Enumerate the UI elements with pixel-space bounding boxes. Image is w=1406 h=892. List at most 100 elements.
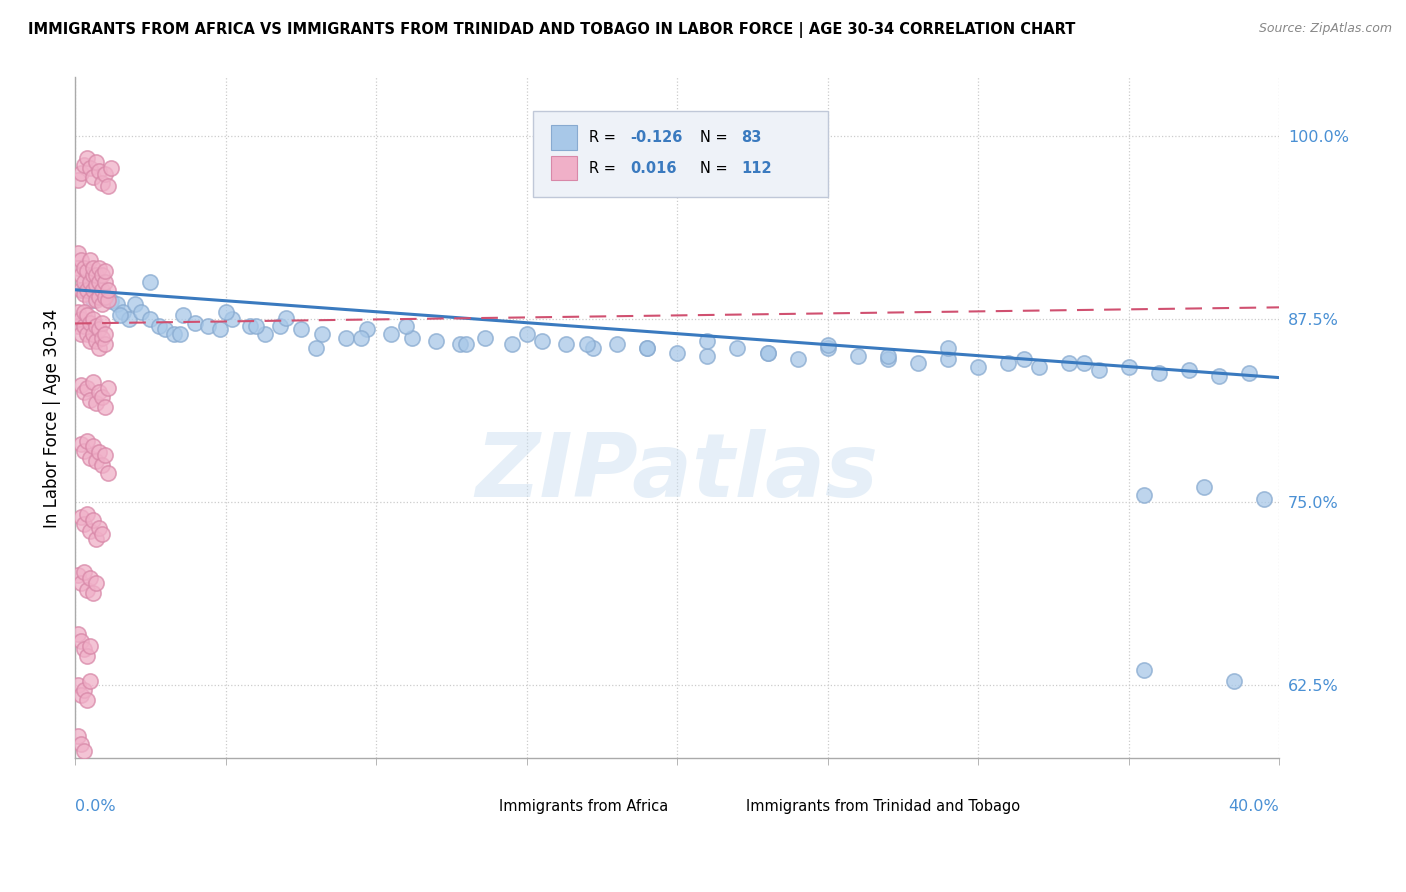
Point	[73, 283, 96, 297]
Point	[66, 627, 89, 641]
Point	[786, 351, 808, 366]
Point	[197, 319, 219, 334]
Point	[877, 349, 900, 363]
Point	[112, 304, 135, 318]
Point	[94, 326, 117, 341]
Point	[696, 349, 718, 363]
Point	[449, 337, 471, 351]
Point	[305, 342, 328, 356]
Point	[877, 351, 900, 366]
Point	[73, 517, 96, 532]
Point	[97, 283, 120, 297]
Text: 40.0%: 40.0%	[1229, 799, 1279, 814]
FancyBboxPatch shape	[551, 125, 578, 150]
FancyBboxPatch shape	[551, 156, 578, 180]
Point	[907, 356, 929, 370]
Point	[79, 253, 101, 268]
Point	[1208, 369, 1230, 384]
Point	[936, 342, 959, 356]
Point	[87, 287, 110, 301]
Point	[70, 575, 93, 590]
Point	[274, 310, 297, 325]
Point	[501, 337, 523, 351]
Point	[91, 458, 114, 473]
Point	[456, 337, 478, 351]
Point	[79, 334, 101, 348]
Point	[606, 337, 628, 351]
Point	[87, 276, 110, 290]
Point	[139, 312, 162, 326]
Text: -0.126: -0.126	[630, 130, 683, 145]
Point	[73, 641, 96, 656]
Point	[76, 507, 98, 521]
Point	[84, 454, 107, 468]
Point	[73, 744, 96, 758]
Point	[66, 568, 89, 582]
Point	[1133, 488, 1156, 502]
Point	[269, 319, 291, 334]
Point	[696, 334, 718, 348]
Point	[66, 678, 89, 692]
Point	[756, 345, 779, 359]
Point	[1178, 363, 1201, 377]
Point	[76, 434, 98, 448]
Point	[70, 326, 93, 341]
Point	[79, 161, 101, 176]
Point	[91, 390, 114, 404]
Point	[87, 385, 110, 400]
Point	[290, 322, 312, 336]
Point	[84, 319, 107, 334]
Point	[395, 319, 418, 334]
Point	[73, 276, 96, 290]
Point	[401, 331, 423, 345]
Text: 83: 83	[741, 130, 762, 145]
Point	[76, 582, 98, 597]
Point	[84, 395, 107, 409]
Point	[70, 283, 93, 297]
Point	[636, 342, 658, 356]
Point	[87, 445, 110, 459]
Point	[82, 586, 104, 600]
Point	[73, 319, 96, 334]
Point	[1147, 366, 1170, 380]
Point	[94, 276, 117, 290]
Point	[82, 268, 104, 282]
Point	[846, 349, 869, 363]
Point	[66, 260, 89, 275]
Text: N =: N =	[700, 130, 733, 145]
Point	[84, 155, 107, 169]
Text: Source: ZipAtlas.com: Source: ZipAtlas.com	[1258, 22, 1392, 36]
Point	[105, 297, 128, 311]
Point	[87, 290, 110, 304]
Point	[253, 326, 276, 341]
Point	[73, 260, 96, 275]
Point	[91, 527, 114, 541]
Point	[76, 381, 98, 395]
Point	[70, 166, 93, 180]
Point	[124, 297, 146, 311]
Point	[66, 730, 89, 744]
Point	[350, 331, 373, 345]
Text: N =: N =	[700, 161, 733, 176]
Point	[1073, 356, 1095, 370]
Point	[94, 337, 117, 351]
Point	[530, 334, 553, 348]
Point	[817, 338, 839, 352]
Point	[94, 167, 117, 181]
Point	[1012, 351, 1035, 366]
Point	[108, 308, 131, 322]
Point	[84, 268, 107, 282]
Point	[84, 532, 107, 546]
Point	[79, 276, 101, 290]
Point	[91, 317, 114, 331]
Point	[155, 322, 177, 336]
Point	[70, 378, 93, 392]
Point	[70, 509, 93, 524]
Point	[94, 290, 117, 304]
Point	[1028, 360, 1050, 375]
Point	[79, 276, 101, 290]
Point	[335, 331, 357, 345]
Point	[474, 331, 496, 345]
Text: 0.016: 0.016	[630, 161, 676, 176]
Point	[82, 375, 104, 389]
